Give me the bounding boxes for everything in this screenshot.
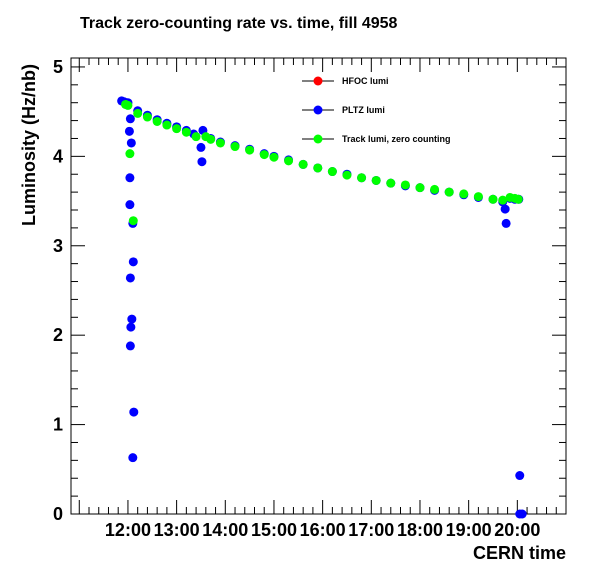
data-point — [129, 407, 139, 417]
legend-label: HFOC lumi — [342, 76, 389, 86]
legend-marker — [313, 76, 323, 86]
legend-marker — [313, 105, 323, 115]
data-point — [430, 184, 440, 194]
data-point — [327, 167, 337, 177]
data-point — [152, 116, 162, 126]
data-point — [284, 156, 294, 166]
data-point — [125, 200, 135, 210]
data-point — [371, 175, 381, 185]
data-point — [181, 127, 191, 137]
data-point — [386, 178, 396, 188]
x-axis-ticks: 12:00 13:00 14:00 15:00 16:00 17:00 18:00 19:00… — [78, 58, 567, 540]
y-tick-label: 5 — [53, 57, 63, 77]
legend-label: Track lumi, zero counting — [342, 134, 451, 144]
data-point — [517, 509, 527, 519]
data-point — [124, 126, 134, 136]
data-point — [127, 314, 137, 324]
y-axis-ticks: 0 1 2 3 4 5 — [53, 57, 566, 524]
data-point — [415, 183, 425, 193]
plot-border — [70, 57, 567, 515]
data-point — [142, 112, 152, 122]
data-point — [498, 195, 508, 205]
data-point — [162, 120, 172, 130]
data-point — [515, 471, 525, 481]
data-point — [357, 173, 367, 183]
data-point — [128, 257, 138, 267]
y-tick-label: 4 — [53, 146, 63, 166]
data-point — [313, 163, 323, 173]
data-point — [133, 108, 143, 118]
legend: HFOC lumi PLTZ lumi Track lumi, zero count… — [302, 76, 451, 144]
data-point — [128, 216, 138, 226]
y-tick-label: 0 — [53, 504, 63, 524]
x-tick-label: 17:00 — [348, 520, 394, 540]
data-point — [444, 187, 454, 197]
data-point — [298, 159, 308, 169]
data-point — [230, 142, 240, 152]
y-axis-label: Luminosity (Hz/nb) — [19, 64, 39, 226]
data-point — [342, 170, 352, 180]
data-point — [125, 149, 135, 159]
series-1 — [117, 96, 527, 519]
x-tick-label: 18:00 — [397, 520, 443, 540]
x-axis-label: CERN time — [473, 543, 566, 563]
x-tick-label: 16:00 — [300, 520, 346, 540]
data-point — [513, 194, 523, 204]
x-tick-label: 15:00 — [251, 520, 297, 540]
data-point — [126, 138, 136, 148]
data-point — [488, 194, 498, 204]
data-point — [400, 180, 410, 190]
data-point — [191, 132, 201, 142]
x-tick-label: 19:00 — [446, 520, 492, 540]
data-point — [125, 273, 135, 283]
data-point — [473, 192, 483, 202]
data-point — [269, 152, 279, 162]
y-tick-label: 3 — [53, 236, 63, 256]
data-point — [172, 124, 182, 134]
data-point — [215, 138, 225, 148]
data-point — [126, 322, 136, 332]
x-tick-label: 13:00 — [154, 520, 200, 540]
legend-marker — [313, 134, 323, 144]
data-point — [206, 134, 216, 144]
data-point — [196, 142, 206, 152]
legend-label: PLTZ lumi — [342, 105, 385, 115]
chart-title: Track zero-counting rate vs. time, fill … — [80, 15, 398, 32]
series-2 — [121, 99, 523, 226]
x-tick-label: 14:00 — [202, 520, 248, 540]
data-point — [125, 341, 135, 351]
plot-frame — [70, 57, 567, 515]
y-tick-label: 2 — [53, 325, 63, 345]
data-point — [125, 173, 135, 183]
data-points — [117, 96, 527, 519]
data-point — [125, 114, 135, 124]
data-point — [501, 218, 511, 228]
data-point — [128, 453, 138, 463]
data-point — [245, 145, 255, 155]
y-tick-label: 1 — [53, 415, 63, 435]
data-point — [123, 100, 133, 110]
data-point — [197, 157, 207, 167]
x-tick-label: 20:00 — [494, 520, 540, 540]
x-tick-label: 12:00 — [105, 520, 151, 540]
data-point — [459, 189, 469, 199]
data-point — [500, 204, 510, 214]
data-point — [259, 150, 269, 160]
